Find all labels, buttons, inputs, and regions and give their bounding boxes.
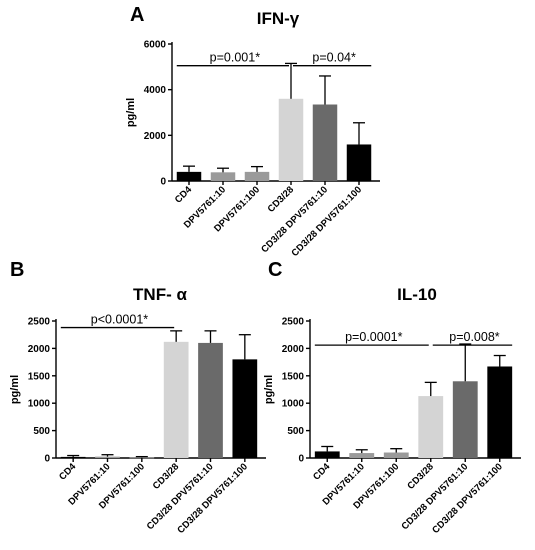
chart-title: TNF- α <box>133 285 187 304</box>
y-tick-label: 500 <box>33 426 50 437</box>
bar-5 <box>198 342 223 458</box>
bar-5 <box>312 104 338 181</box>
bar-3 <box>244 171 270 181</box>
y-tick-label: 6000 <box>144 40 167 51</box>
bar-2 <box>349 453 375 458</box>
bar-4 <box>278 98 304 181</box>
bar-4 <box>418 396 444 458</box>
y-tick-label: 4000 <box>144 85 167 96</box>
p-value-annotation: p=0.001* <box>210 51 261 65</box>
bar-1 <box>314 451 340 458</box>
bar-2 <box>95 456 120 458</box>
panel-letter: C <box>268 259 282 281</box>
bar-1 <box>60 456 86 458</box>
bar-3 <box>129 457 155 459</box>
y-axis-label: pg/ml <box>263 375 275 404</box>
bar-5 <box>452 381 478 458</box>
panel-letter: A <box>130 4 144 26</box>
chart-title: IL-10 <box>397 285 437 304</box>
bar-3 <box>383 452 409 458</box>
y-tick-label: 1000 <box>28 399 51 410</box>
bar-4 <box>163 341 189 458</box>
y-tick-label: 0 <box>298 454 304 465</box>
y-tick-label: 2000 <box>282 344 305 355</box>
y-tick-label: 1500 <box>28 371 51 382</box>
chart-title: IFN-γ <box>257 9 300 28</box>
y-axis-label: pg/ml <box>9 375 21 404</box>
bar-2 <box>210 172 236 181</box>
y-tick-label: 2000 <box>144 131 167 142</box>
bar-1 <box>176 171 202 181</box>
y-tick-label: 2500 <box>282 317 305 328</box>
p-value-annotation: p<0.0001* <box>91 313 148 327</box>
y-tick-label: 2000 <box>28 344 51 355</box>
y-tick-label: 0 <box>44 454 50 465</box>
panel-letter: B <box>10 259 24 281</box>
p-value-annotation: p=0.04* <box>312 51 356 65</box>
bar-6 <box>346 144 372 181</box>
y-tick-label: 1500 <box>282 371 305 382</box>
y-tick-label: 2500 <box>28 317 51 328</box>
p-value-annotation: p=0.008* <box>449 330 500 344</box>
bar-6 <box>232 359 258 458</box>
y-tick-label: 0 <box>160 177 166 188</box>
y-tick-label: 1000 <box>282 399 305 410</box>
y-axis-label: pg/ml <box>125 98 137 127</box>
bar-6 <box>487 366 513 458</box>
p-value-annotation: p=0.0001* <box>345 330 402 344</box>
y-tick-label: 500 <box>287 426 304 437</box>
